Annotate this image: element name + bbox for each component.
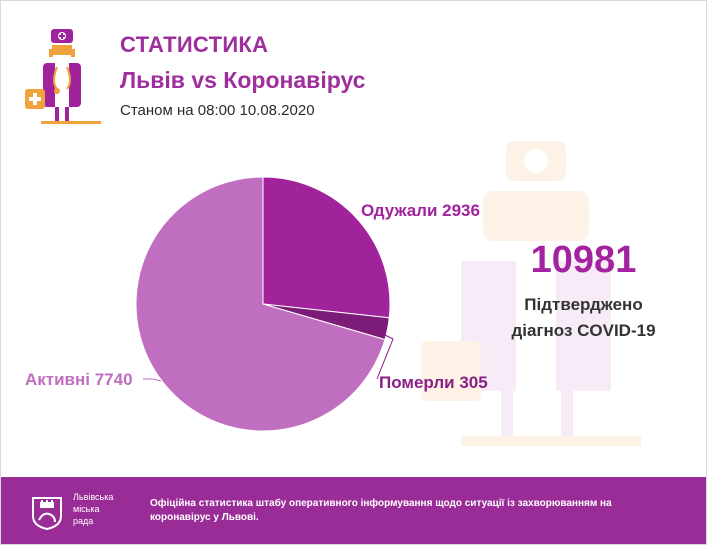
footer-note: Офіційна статистика штабу оперативного і… (150, 498, 612, 523)
city-line3: рада (73, 516, 94, 526)
pie-leader-2 (143, 378, 162, 382)
total-label-line1: Підтверджено (524, 295, 643, 314)
city-line2: міська (73, 504, 100, 514)
total-confirmed-value: 10981 (530, 239, 637, 281)
city-council-name: Львівська міська рада (73, 491, 113, 527)
total-label-line2: діагноз COVID-19 (511, 321, 656, 340)
city-line1: Львівська (73, 492, 114, 502)
pie-label-2: Активні 7740 (25, 370, 133, 389)
doctor-icon (25, 29, 101, 124)
doctor-watermark-icon (421, 141, 641, 446)
city-crest-icon (32, 497, 62, 530)
footer: Львівська міська рада Офіційна статистик… (1, 477, 706, 544)
page-subtitle: Львів vs Коронавірус (120, 67, 366, 93)
pie-label-0: Одужали 2936 (361, 201, 480, 220)
page-title: СТАТИСТИКА (120, 32, 269, 57)
total-confirmed-label: Підтверджено діагноз COVID-19 (491, 292, 676, 344)
pie-leader-1 (376, 333, 394, 380)
pie-label-1: Померли 305 (379, 373, 488, 392)
report-date: Станом на 08:00 10.08.2020 (120, 102, 315, 119)
pie-slice-0 (262, 176, 391, 319)
pie-slice-2 (135, 176, 386, 432)
